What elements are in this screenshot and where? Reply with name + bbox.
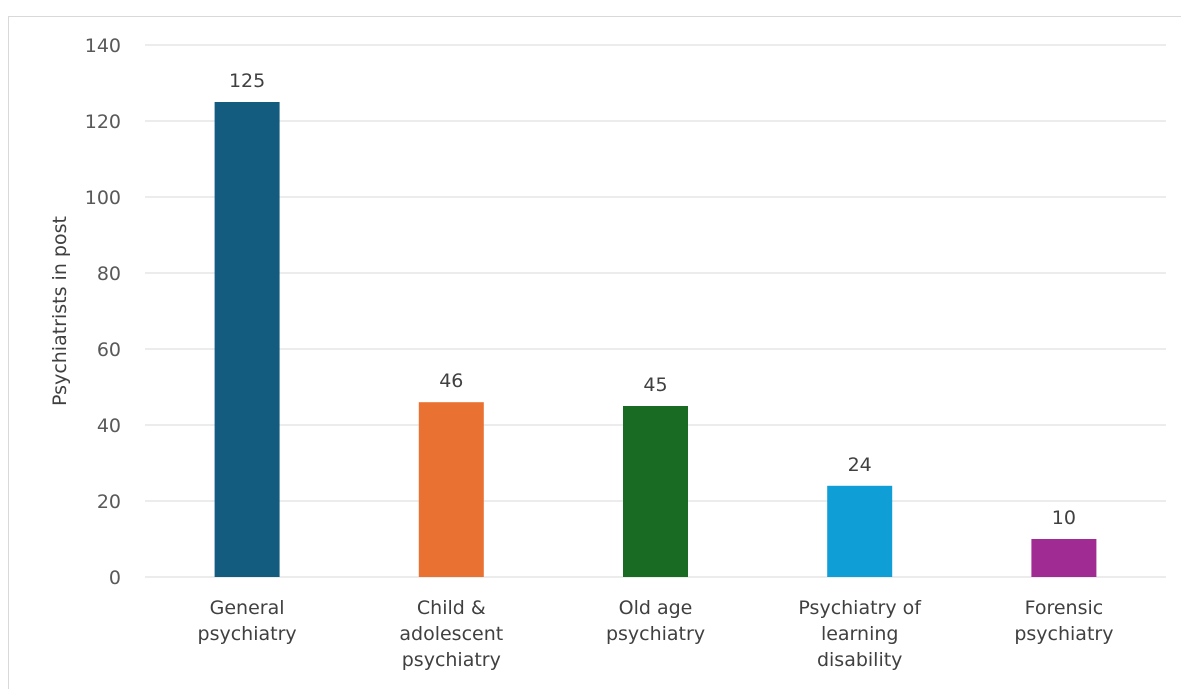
- y-tick-label: 120: [85, 111, 121, 133]
- bar: [418, 402, 484, 577]
- bar: [827, 485, 893, 577]
- data-labels: 125 46 45 24 10: [229, 70, 1076, 529]
- x-category-label: General psychiatry: [198, 597, 297, 645]
- data-label: 46: [439, 370, 463, 392]
- y-axis-title: Psychiatrists in post: [49, 216, 71, 406]
- y-tick-label: 20: [97, 491, 121, 513]
- y-tick-label: 40: [97, 415, 121, 437]
- y-axis-ticks: 0 20 40 60 80 100 120 140: [85, 35, 121, 589]
- data-label: 125: [229, 70, 265, 92]
- x-category-label: Old age psychiatry: [606, 597, 705, 645]
- data-label: 10: [1052, 507, 1076, 529]
- bar: [623, 406, 688, 577]
- x-category-label: Forensic psychiatry: [1014, 597, 1113, 645]
- x-category-label: Child & adolescent psychiatry: [399, 597, 503, 671]
- bars: [214, 102, 1097, 577]
- bar: [1031, 539, 1097, 577]
- x-category-label: Psychiatry of learning disability: [798, 597, 922, 671]
- chart-frame: [8, 16, 1181, 689]
- data-label: 45: [643, 374, 667, 396]
- y-tick-label: 80: [97, 263, 121, 285]
- data-label: 24: [848, 454, 872, 476]
- bar: [214, 102, 280, 577]
- y-tick-label: 0: [109, 567, 121, 589]
- y-tick-label: 140: [85, 35, 121, 57]
- y-tick-label: 60: [97, 339, 121, 361]
- x-axis-categories: General psychiatry Child & adolescent psychi…: [198, 597, 1114, 671]
- y-tick-label: 100: [85, 187, 121, 209]
